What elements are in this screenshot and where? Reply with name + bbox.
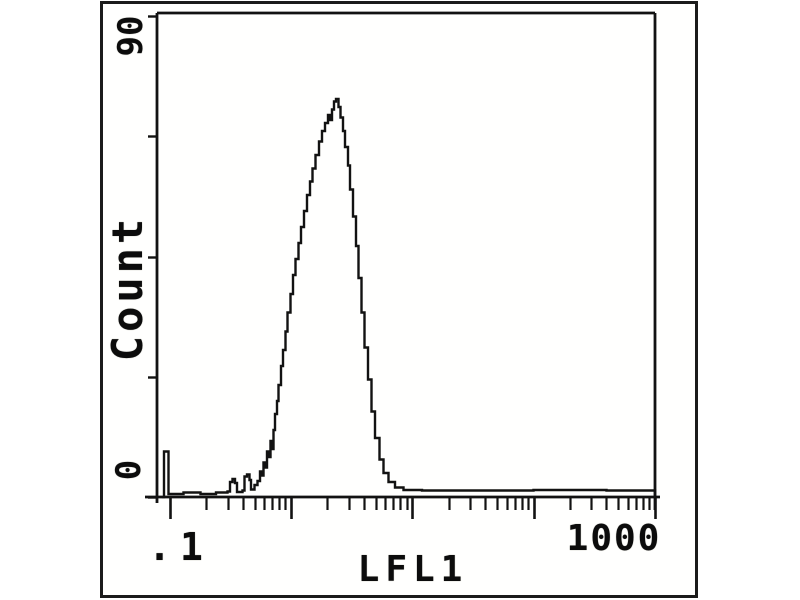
x-axis-tick-label-0.1: .1	[148, 525, 212, 569]
x-axis-tick-label-1000: 1000	[566, 518, 662, 559]
histogram-curve	[161, 97, 657, 499]
axis-ticks	[148, 15, 657, 519]
figure-frame	[100, 1, 698, 598]
y-axis-tick-label-0: 0	[109, 459, 149, 481]
y-axis-title: Count	[103, 214, 152, 362]
axes	[145, 11, 660, 510]
x-axis-title: LFL1	[357, 549, 469, 590]
y-axis-tick-label-90: 90	[111, 15, 151, 57]
